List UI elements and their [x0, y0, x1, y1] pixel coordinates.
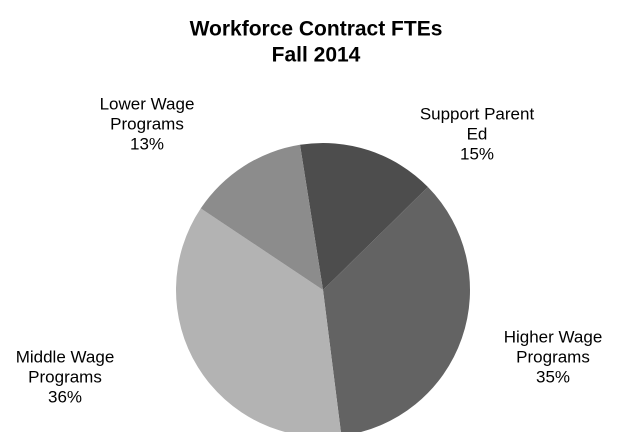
slice-label: Programs [110, 114, 184, 133]
slice-label: Programs [516, 347, 590, 366]
slice-value-label: 13% [130, 134, 164, 153]
slice-value-label: 36% [48, 387, 82, 406]
chart-title: Workforce Contract FTEs [190, 18, 443, 41]
pie-slice [200, 144, 323, 290]
slice-label: Ed [467, 124, 488, 143]
slice-label: Middle Wage [16, 347, 115, 366]
chart-subtitle: Fall 2014 [272, 44, 361, 67]
slice-label: Lower Wage [100, 94, 195, 113]
slice-label: Higher Wage [504, 327, 603, 346]
slice-label: Programs [28, 367, 102, 386]
pie-slice [300, 143, 428, 290]
pie-slice [323, 187, 470, 432]
slice-label: Support Parent [420, 104, 535, 123]
slice-value-label: 15% [460, 144, 494, 163]
pie-slice [176, 208, 341, 432]
slice-value-label: 35% [536, 367, 570, 386]
